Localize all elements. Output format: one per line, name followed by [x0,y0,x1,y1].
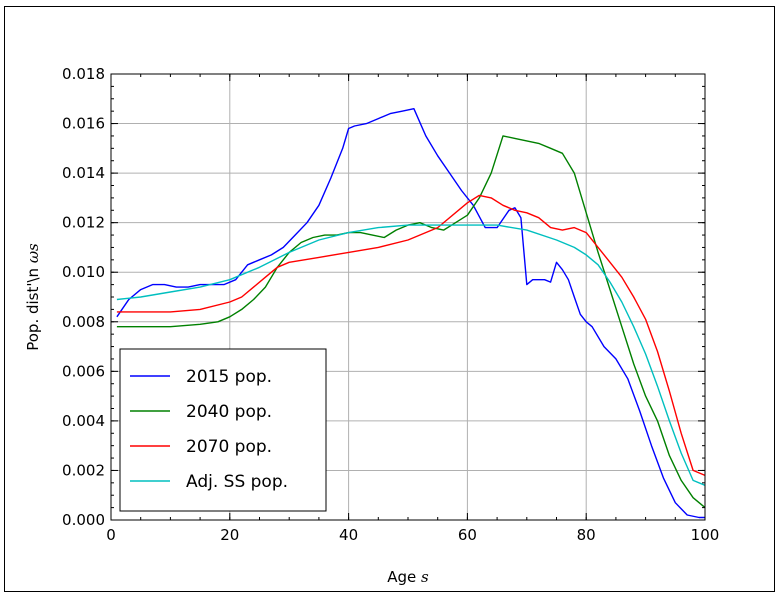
legend-label-2: 2070 pop. [186,437,272,457]
legend-label-1: 2040 pop. [186,402,272,422]
y-tick-label: 0.006 [62,362,105,380]
series-line-0 [116,107,705,519]
y-tick-label: 0.000 [62,511,105,529]
legend-label-3: Adj. SS pop. [186,472,288,492]
series-line-3 [116,224,706,486]
legend-label-0: 2015 pop. [186,367,272,387]
y-tick-labels: 0.000 0.002 0.004 0.006 0.008 0.010 0.012 0.014… [62,65,105,529]
x-tick-label: 0 [106,526,116,544]
y-tick-label: 0.018 [62,65,105,83]
axis-ticks [110,73,706,521]
y-tick-label: 0.014 [62,164,105,182]
series-lines [116,107,706,519]
x-tick-label: 20 [220,526,239,544]
y-tick-label: 0.010 [62,263,105,281]
y-axis-label: Pop. dist'\n ωs [24,243,42,351]
x-axis-label: Age s [387,568,429,586]
y-tick-label: 0.002 [62,461,105,479]
x-tick-label: 40 [339,526,358,544]
x-tick-label: 80 [577,526,596,544]
figure-frame [4,6,775,592]
series-line-2 [116,194,706,477]
y-tick-label: 0.008 [62,313,105,331]
legend: 2015 pop. 2040 pop. 2070 pop. Adj. SS pop. [119,348,327,512]
y-tick-label: 0.012 [62,214,105,232]
x-tick-label: 60 [458,526,477,544]
x-tick-labels: 0 20 40 60 80 100 [106,526,719,544]
y-tick-label: 0.004 [62,412,105,430]
x-tick-label: 100 [691,526,720,544]
y-tick-label: 0.016 [62,115,105,133]
series-line-1 [116,135,706,509]
